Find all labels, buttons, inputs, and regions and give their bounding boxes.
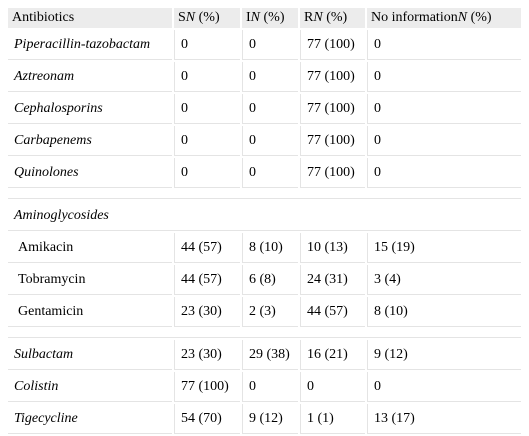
value-cell: 0 — [242, 126, 298, 156]
data-row: Carbapenems 0 0 77 (100) 0 — [8, 126, 521, 156]
data-row: Piperacillin-tazobactam 0 0 77 (100) 0 — [8, 30, 521, 60]
value-cell: 0 — [367, 126, 521, 156]
antibiotic-name: Tobramycin — [8, 265, 172, 295]
group-title: Aminoglycosides — [8, 201, 521, 231]
antibiotic-name: Aztreonam — [8, 62, 172, 92]
value-cell: 9 (12) — [242, 404, 298, 434]
value-cell: 0 — [242, 158, 298, 188]
antibiotic-name: Carbapenems — [8, 126, 172, 156]
value-cell: 0 — [174, 94, 240, 124]
value-cell: 0 — [242, 62, 298, 92]
spacer-row — [8, 329, 521, 338]
header-text: (%) — [467, 10, 492, 25]
spacer-row — [8, 190, 521, 199]
header-cell: IN (%) — [242, 8, 298, 28]
header-text: N — [313, 10, 323, 25]
antibiotic-name: Colistin — [8, 372, 172, 402]
value-cell: 2 (3) — [242, 297, 298, 327]
header-row: Antibiotics SN (%) IN (%) RN (%) No informat… — [8, 8, 521, 28]
value-cell: 23 (30) — [174, 297, 240, 327]
data-row: Tobramycin 44 (57) 6 (8) 24 (31) 3 (4) — [8, 265, 521, 295]
group-row: Aminoglycosides — [8, 201, 521, 231]
header-text: R — [304, 10, 314, 25]
value-cell: 77 (100) — [300, 94, 365, 124]
value-cell: 44 (57) — [174, 233, 240, 263]
data-row: Quinolones 0 0 77 (100) 0 — [8, 158, 521, 188]
value-cell: 0 — [367, 94, 521, 124]
value-cell: 0 — [367, 62, 521, 92]
value-cell: 0 — [174, 126, 240, 156]
value-cell: 44 (57) — [174, 265, 240, 295]
header-text: N — [457, 10, 468, 25]
value-cell: 24 (31) — [300, 265, 365, 295]
data-row: Colistin 77 (100) 0 0 0 — [8, 372, 521, 402]
header-text: (%) — [260, 10, 285, 25]
header-cell: Antibiotics — [8, 8, 172, 28]
value-cell: 0 — [242, 94, 298, 124]
spacer-cell — [8, 190, 521, 199]
value-cell: 8 (10) — [242, 233, 298, 263]
header-text: (%) — [322, 10, 348, 25]
value-cell: 0 — [367, 158, 521, 188]
header-text: I — [246, 10, 251, 25]
value-cell: 0 — [367, 372, 521, 402]
value-cell: 10 (13) — [300, 233, 365, 263]
header-text: N — [250, 10, 261, 25]
antibiotic-name: Piperacillin-tazobactam — [8, 30, 172, 60]
value-cell: 0 — [174, 62, 240, 92]
value-cell: 54 (70) — [174, 404, 240, 434]
antibiotic-name: Cephalosporins — [8, 94, 172, 124]
antibiotic-name: Quinolones — [8, 158, 172, 188]
value-cell: 77 (100) — [300, 62, 365, 92]
value-cell: 8 (10) — [367, 297, 521, 327]
header-text: S — [178, 10, 186, 25]
value-cell: 0 — [174, 158, 240, 188]
value-cell: 13 (17) — [367, 404, 521, 434]
data-row: Cephalosporins 0 0 77 (100) 0 — [8, 94, 521, 124]
value-cell: 77 (100) — [174, 372, 240, 402]
value-cell: 15 (19) — [367, 233, 521, 263]
value-cell: 0 — [174, 30, 240, 60]
value-cell: 0 — [300, 372, 365, 402]
data-row: Sulbactam 23 (30) 29 (38) 16 (21) 9 (12) — [8, 340, 521, 370]
value-cell: 16 (21) — [300, 340, 365, 370]
value-cell: 77 (100) — [300, 126, 365, 156]
value-cell: 0 — [242, 30, 298, 60]
header-text: No information — [371, 10, 458, 25]
header-cell: SN (%) — [174, 8, 240, 28]
antibiotic-name: Amikacin — [8, 233, 172, 263]
value-cell: 29 (38) — [242, 340, 298, 370]
data-row: Amikacin 44 (57) 8 (10) 10 (13) 15 (19) — [8, 233, 521, 263]
header-cell: No informationN (%) — [367, 8, 521, 28]
antibiotic-name: Sulbactam — [8, 340, 172, 370]
value-cell: 23 (30) — [174, 340, 240, 370]
antibiotics-table: Antibiotics SN (%) IN (%) RN (%) No informat… — [6, 6, 523, 436]
antibiotic-name: Tigecycline — [8, 404, 172, 434]
value-cell: 1 (1) — [300, 404, 365, 434]
value-cell: 0 — [242, 372, 298, 402]
value-cell: 77 (100) — [300, 30, 365, 60]
antibiotic-name: Gentamicin — [8, 297, 172, 327]
spacer-cell — [8, 329, 521, 338]
data-row: Aztreonam 0 0 77 (100) 0 — [8, 62, 521, 92]
data-row: Gentamicin 23 (30) 2 (3) 44 (57) 8 (10) — [8, 297, 521, 327]
header-text: N — [185, 10, 196, 25]
value-cell: 77 (100) — [300, 158, 365, 188]
value-cell: 3 (4) — [367, 265, 521, 295]
value-cell: 6 (8) — [242, 265, 298, 295]
value-cell: 9 (12) — [367, 340, 521, 370]
data-row: Tigecycline 54 (70) 9 (12) 1 (1) 13 (17) — [8, 404, 521, 434]
header-text: (%) — [195, 10, 220, 25]
value-cell: 0 — [367, 30, 521, 60]
header-cell: RN (%) — [300, 8, 365, 28]
value-cell: 44 (57) — [300, 297, 365, 327]
